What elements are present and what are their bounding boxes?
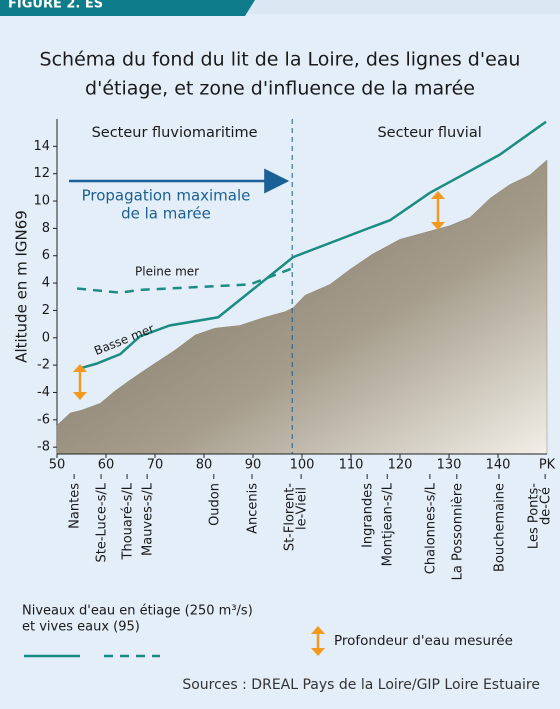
x-tick-label: 140 — [486, 458, 511, 473]
x-tick-label: 110 — [339, 458, 364, 473]
y-tick-label: 0 — [42, 330, 50, 345]
x-tick-label: 60 — [98, 458, 115, 473]
sector-label: Secteur fluviomaritime — [92, 125, 258, 141]
x-tick-label: 90 — [245, 458, 262, 473]
y-tick-label: -6 — [37, 412, 50, 427]
location-label: Chalonnes-s/L — [423, 482, 438, 574]
location-label: Thouaré-s/L — [121, 482, 136, 560]
y-tick-label: 4 — [42, 276, 50, 291]
location-label: Mauves-s/L — [141, 482, 156, 556]
x-tick-label: 120 — [388, 458, 413, 473]
location-label: Oudon — [207, 483, 222, 526]
y-tick-label: 6 — [42, 248, 50, 263]
location-label: Nantes — [68, 483, 83, 529]
x-tick-label: 80 — [196, 458, 213, 473]
location-label: La Possonnière — [450, 483, 465, 580]
location-label: Ingrandes — [361, 483, 376, 548]
location-label: Les Ponts- — [527, 483, 542, 549]
legend-text: Profondeur d'eau mesurée — [334, 633, 513, 649]
y-tick-label: 10 — [33, 194, 50, 209]
y-tick-label: 12 — [33, 166, 50, 181]
legend-text: Niveaux d'eau en étiage (250 m³/s) — [22, 604, 253, 619]
y-tick-label: -4 — [37, 385, 50, 400]
series-label: Pleine mer — [135, 265, 199, 279]
riverbed-area — [56, 159, 548, 455]
x-axis-label: PK — [539, 458, 556, 473]
legend-depth-arrow — [311, 626, 325, 656]
location-label: St-Florent- — [283, 483, 298, 551]
x-tick-label: 100 — [290, 458, 315, 473]
location-label: de-Cé — [539, 487, 554, 525]
x-tick-label: 70 — [147, 458, 164, 473]
y-tick-label: -2 — [37, 358, 50, 373]
y-tick-label: 8 — [42, 221, 50, 236]
header-tab-text: FIGURE 2. ES — [8, 0, 103, 12]
location-label: Montjean-s/L — [381, 482, 396, 566]
x-tick-label: 130 — [437, 458, 462, 473]
y-tick-label: 14 — [33, 139, 50, 154]
chart-title: d'étiage, et zone d'influence de la maré… — [85, 78, 475, 100]
location-label: Ancenis — [246, 483, 261, 534]
x-tick-label: 50 — [49, 458, 66, 473]
depth-arrow — [73, 191, 445, 400]
location-label: Bouchemaine — [492, 483, 507, 572]
location-label: le-Vieil — [295, 487, 310, 530]
legend-text: et vives eaux (95) — [22, 620, 140, 635]
chart-title: Schéma du fond du lit de la Loire, des l… — [40, 49, 521, 71]
location-label: Ste-Luce-s/L — [95, 482, 110, 562]
y-axis-label: Altitude en m IGN69 — [13, 210, 31, 363]
series-line — [76, 120, 547, 371]
plot: -8 -6 -4 -2 0 2 4 6 8 10 12 14 Altitude en m IGN69 Se… — [13, 119, 556, 580]
tide-annotation: de la marée — [121, 205, 211, 223]
y-tick-label: -8 — [37, 440, 50, 455]
y-tick-label: 2 — [42, 303, 50, 318]
header-tab — [0, 0, 255, 16]
sector-label: Secteur fluvial — [377, 125, 481, 141]
source: Sources : DREAL Pays de la Loire/GIP Loi… — [182, 677, 540, 693]
tide-annotation: Propagation maximale — [82, 187, 251, 205]
